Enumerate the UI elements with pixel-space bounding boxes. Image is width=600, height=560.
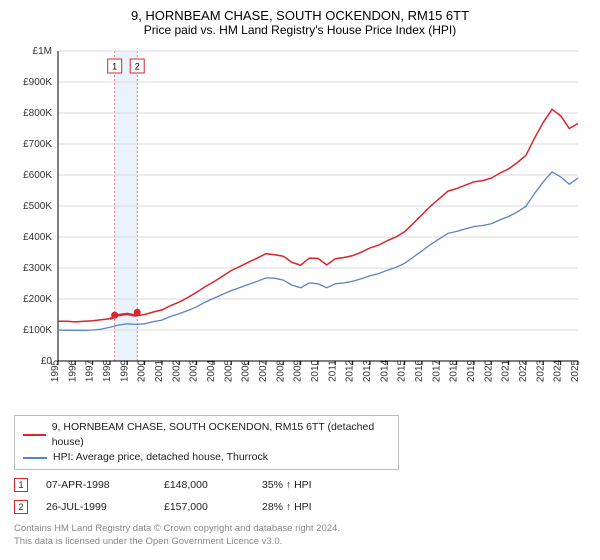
sale-delta: 35% ↑ HPI [262,479,312,491]
svg-text:2018: 2018 [449,359,460,382]
legend-swatch-property [23,434,46,436]
svg-text:£700K: £700K [23,139,52,150]
svg-text:2002: 2002 [171,359,182,382]
svg-text:2003: 2003 [189,359,200,382]
svg-text:2020: 2020 [483,359,494,382]
chart-plot: £0£100K£200K£300K£400K£500K£600K£700K£80… [14,43,586,409]
svg-text:2000: 2000 [137,359,148,382]
svg-text:2019: 2019 [466,359,477,382]
svg-text:2022: 2022 [518,359,529,382]
svg-text:2021: 2021 [501,359,512,382]
sales-list: 1 07-APR-1998 £148,000 35% ↑ HPI 2 26-JUL-199… [14,478,586,514]
svg-text:2: 2 [135,62,140,72]
sale-date: 26-JUL-1999 [46,501,146,513]
svg-text:2004: 2004 [206,359,217,382]
svg-text:2023: 2023 [535,359,546,382]
svg-text:£1M: £1M [33,46,52,57]
sale-row: 2 26-JUL-1999 £157,000 28% ↑ HPI [14,500,586,514]
svg-text:2014: 2014 [379,359,390,382]
svg-text:1: 1 [112,62,117,72]
legend-row-property: 9, HORNBEAM CHASE, SOUTH OCKENDON, RM15 … [23,420,390,450]
sale-date: 07-APR-1998 [46,479,146,491]
sale-delta: 28% ↑ HPI [262,501,312,513]
sale-price: £148,000 [164,479,244,491]
svg-text:2011: 2011 [327,360,338,382]
svg-text:2017: 2017 [431,359,442,382]
sale-price: £157,000 [164,501,244,513]
sale-marker-number: 2 [14,500,28,514]
svg-text:1998: 1998 [102,359,113,382]
svg-text:2007: 2007 [258,359,269,382]
svg-text:£100K: £100K [23,325,52,336]
svg-text:£800K: £800K [23,108,52,119]
svg-text:£500K: £500K [23,201,52,212]
svg-text:£600K: £600K [23,170,52,181]
legend: 9, HORNBEAM CHASE, SOUTH OCKENDON, RM15 … [14,415,399,470]
svg-text:2006: 2006 [241,359,252,382]
legend-row-hpi: HPI: Average price, detached house, Thur… [23,450,390,465]
legend-label-property: 9, HORNBEAM CHASE, SOUTH OCKENDON, RM15 … [52,420,390,450]
svg-text:2024: 2024 [553,359,564,382]
sale-row: 1 07-APR-1998 £148,000 35% ↑ HPI [14,478,586,492]
svg-text:2005: 2005 [223,359,234,382]
svg-text:2025: 2025 [570,359,581,382]
chart-container: 9, HORNBEAM CHASE, SOUTH OCKENDON, RM15 … [0,0,600,556]
footer-line-2: This data is licensed under the Open Gov… [14,535,586,548]
svg-text:£400K: £400K [23,232,52,243]
svg-text:2013: 2013 [362,359,373,382]
svg-text:2016: 2016 [414,359,425,382]
chart-subtitle: Price paid vs. HM Land Registry's House … [14,23,586,37]
svg-text:1999: 1999 [119,359,130,382]
legend-label-hpi: HPI: Average price, detached house, Thur… [53,450,268,465]
svg-text:1995: 1995 [50,359,61,382]
svg-text:£900K: £900K [23,77,52,88]
footer: Contains HM Land Registry data © Crown c… [14,522,586,548]
svg-text:2008: 2008 [275,359,286,382]
svg-text:2012: 2012 [345,359,356,382]
svg-text:2001: 2001 [154,359,165,382]
footer-line-1: Contains HM Land Registry data © Crown c… [14,522,586,535]
svg-text:1997: 1997 [85,359,96,382]
svg-text:2010: 2010 [310,359,321,382]
svg-text:1996: 1996 [67,359,78,382]
sale-marker-number: 1 [14,478,28,492]
svg-text:2015: 2015 [397,359,408,382]
svg-text:£200K: £200K [23,294,52,305]
chart-title: 9, HORNBEAM CHASE, SOUTH OCKENDON, RM15 … [14,8,586,23]
legend-swatch-hpi [23,457,47,459]
svg-text:2009: 2009 [293,359,304,382]
svg-text:£300K: £300K [23,263,52,274]
